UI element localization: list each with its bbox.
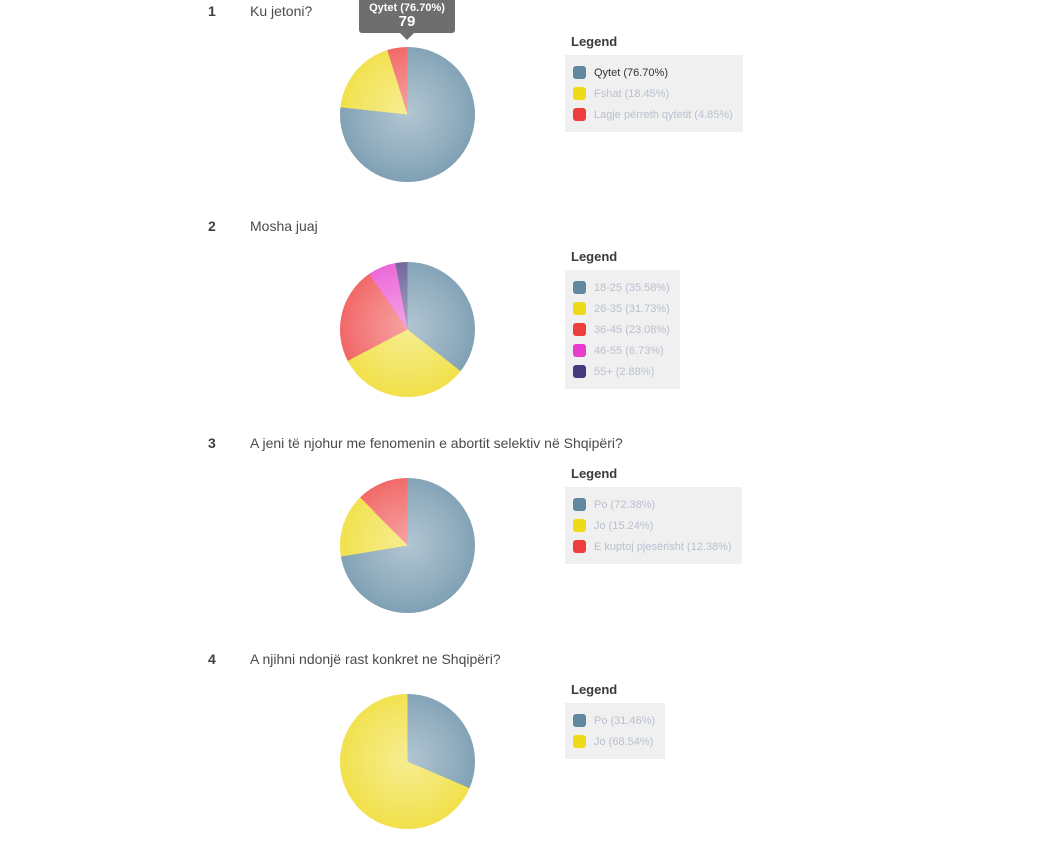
legend-q2: Legend 18-25 (35.58%) 26-35 (31.73%) 36-… (565, 249, 680, 389)
legend-swatch-icon (573, 302, 586, 315)
legend-swatch-icon (573, 540, 586, 553)
legend-swatch-icon (573, 108, 586, 121)
question-number: 3 (208, 435, 216, 451)
question-block-1: 1 Ku jetoni? Legend Qytet (76.70%) Fshat… (0, 3, 1050, 218)
legend-item[interactable]: Po (72.38%) (573, 494, 732, 515)
legend-title: Legend (571, 249, 618, 264)
pie-chart-q4[interactable] (340, 694, 475, 829)
question-block-4: 4 A njihni ndonjë rast konkret ne Shqipë… (0, 651, 1050, 866)
pie-chart-q3[interactable] (340, 478, 475, 613)
legend-item[interactable]: Po (31.46%) (573, 710, 655, 731)
question-block-3: 3 A jeni të njohur me fenomenin e aborti… (0, 435, 1050, 650)
legend-label: Jo (15.24%) (594, 519, 654, 532)
legend-swatch-icon (573, 66, 586, 79)
legend-item[interactable]: Fshat (18.45%) (573, 83, 733, 104)
legend-label: 36-45 (23.08%) (594, 323, 670, 336)
legend-item[interactable]: 18-25 (35.58%) (573, 277, 670, 298)
legend-box: Po (31.46%) Jo (68.54%) (565, 703, 666, 759)
legend-q3: Legend Po (72.38%) Jo (15.24%) E kuptoj … (565, 466, 742, 564)
legend-swatch-icon (573, 735, 586, 748)
tooltip-arrow-icon (400, 33, 414, 40)
pie-chart-q2[interactable] (340, 262, 475, 397)
legend-label: Po (31.46%) (594, 714, 656, 727)
legend-item[interactable]: 55+ (2.88%) (573, 361, 670, 382)
legend-title: Legend (571, 466, 618, 481)
legend-box: Po (72.38%) Jo (15.24%) E kuptoj pjesëri… (565, 487, 742, 564)
legend-swatch-icon (573, 281, 586, 294)
pie-chart-q1[interactable] (340, 47, 475, 182)
question-block-2: 2 Mosha juaj Legend 18-25 (35.58%) 26-35… (0, 218, 1050, 433)
legend-label: Fshat (18.45%) (594, 87, 670, 100)
survey-results-page: 1 Ku jetoni? Legend Qytet (76.70%) Fshat… (0, 0, 1050, 829)
tooltip-value: 79 (398, 13, 416, 30)
question-number: 4 (208, 651, 216, 667)
legend-label: Po (72.38%) (594, 498, 656, 511)
legend-label: E kuptoj pjesërisht (12.38%) (594, 540, 732, 553)
legend-title: Legend (571, 682, 618, 697)
legend-item[interactable]: Jo (68.54%) (573, 731, 655, 752)
legend-swatch-icon (573, 519, 586, 532)
question-title: A jeni të njohur me fenomenin e abortit … (250, 435, 623, 451)
legend-item[interactable]: 36-45 (23.08%) (573, 319, 670, 340)
legend-q1: Legend Qytet (76.70%) Fshat (18.45%) Lag… (565, 34, 743, 132)
legend-label: 46-55 (6.73%) (594, 344, 664, 357)
legend-label: 18-25 (35.58%) (594, 281, 670, 294)
legend-swatch-icon (573, 365, 586, 378)
legend-item[interactable]: 26-35 (31.73%) (573, 298, 670, 319)
legend-swatch-icon (573, 344, 586, 357)
legend-item[interactable]: E kuptoj pjesërisht (12.38%) (573, 536, 732, 557)
question-title: A njihni ndonjë rast konkret ne Shqipëri… (250, 651, 501, 667)
chart-tooltip: Qytet (76.70%) 79 (359, 0, 455, 40)
legend-box: Qytet (76.70%) Fshat (18.45%) Lagje përr… (565, 55, 743, 132)
legend-swatch-icon (573, 498, 586, 511)
legend-item[interactable]: 46-55 (6.73%) (573, 340, 670, 361)
legend-swatch-icon (573, 323, 586, 336)
legend-label: 55+ (2.88%) (594, 365, 655, 378)
question-title: Mosha juaj (250, 218, 318, 234)
legend-box: 18-25 (35.58%) 26-35 (31.73%) 36-45 (23.… (565, 270, 680, 389)
question-number: 2 (208, 218, 216, 234)
legend-q4: Legend Po (31.46%) Jo (68.54%) (565, 682, 666, 759)
legend-swatch-icon (573, 87, 586, 100)
legend-label: Jo (68.54%) (594, 735, 654, 748)
legend-label: Qytet (76.70%) (594, 66, 668, 79)
legend-swatch-icon (573, 714, 586, 727)
legend-label: Lagje përreth qytetit (4.85%) (594, 108, 733, 121)
question-title: Ku jetoni? (250, 3, 313, 19)
question-number: 1 (208, 3, 216, 19)
legend-item[interactable]: Jo (15.24%) (573, 515, 732, 536)
legend-item[interactable]: Qytet (76.70%) (573, 62, 733, 83)
tooltip-label: Qytet (76.70%) (369, 2, 445, 14)
legend-title: Legend (571, 34, 618, 49)
legend-label: 26-35 (31.73%) (594, 302, 670, 315)
legend-item[interactable]: Lagje përreth qytetit (4.85%) (573, 104, 733, 125)
